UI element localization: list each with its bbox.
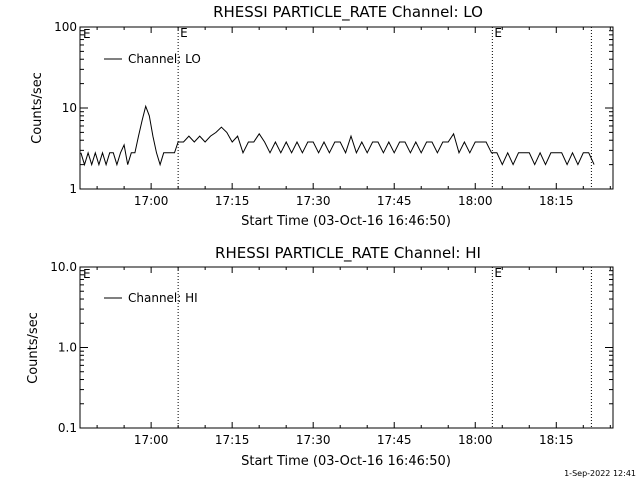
x-axis-label: Start Time (03-Oct-16 16:46:50) — [241, 214, 451, 229]
x-tick-label: 17:45 — [377, 194, 412, 208]
x-tick-label: 17:45 — [377, 433, 412, 447]
x-tick-label: 17:15 — [215, 433, 250, 447]
legend-label: Channel: HI — [128, 291, 198, 305]
y-tick-label: 1.0 — [58, 341, 77, 355]
chart-panel-hi: RHESSI PARTICLE_RATE Channel: HI E 17:00… — [26, 244, 614, 469]
marker-layer: E — [177, 266, 592, 428]
event-marker-label: E — [494, 266, 502, 280]
x-axis-label: Start Time (03-Oct-16 16:46:50) — [241, 454, 451, 469]
tick-layer: 17:00 17:15 17:30 17:45 18:00 18:15 1 10 100 — [54, 20, 613, 208]
x-tick-label: 18:15 — [539, 194, 574, 208]
legend-label: Channel: LO — [128, 52, 201, 66]
x-tick-label: 18:15 — [539, 433, 574, 447]
y-axis-label: Counts/sec — [26, 312, 41, 384]
left-edge-marker-label: E — [83, 267, 91, 281]
y-tick-label: 10 — [62, 101, 77, 115]
series-line-channel-lo — [80, 104, 595, 167]
x-tick-label: 17:15 — [215, 194, 250, 208]
event-marker-label: E — [180, 26, 188, 40]
x-tick-label: 18:00 — [458, 194, 493, 208]
left-edge-marker-label: E — [83, 27, 91, 41]
chart-title: RHESSI PARTICLE_RATE Channel: HI — [215, 244, 481, 263]
y-tick-label: 0.1 — [58, 421, 77, 435]
event-marker-label: E — [494, 26, 502, 40]
y-tick-label: 10.0 — [50, 260, 77, 274]
x-tick-label: 17:30 — [296, 194, 331, 208]
y-axis-label: Counts/sec — [30, 72, 45, 144]
series-layer — [80, 104, 595, 167]
x-tick-label: 17:00 — [134, 433, 169, 447]
chart-title: RHESSI PARTICLE_RATE Channel: LO — [213, 3, 483, 22]
y-tick-label: 100 — [54, 20, 77, 34]
x-tick-label: 18:00 — [458, 433, 493, 447]
x-tick-label: 17:30 — [296, 433, 331, 447]
y-tick-label: 1 — [69, 182, 77, 196]
footer-timestamp: 1-Sep-2022 12:41 — [564, 469, 636, 478]
tick-layer: 17:00 17:15 17:30 17:45 18:00 18:15 0.1 1.0 10.0 — [50, 260, 613, 447]
x-tick-label: 17:00 — [134, 194, 169, 208]
